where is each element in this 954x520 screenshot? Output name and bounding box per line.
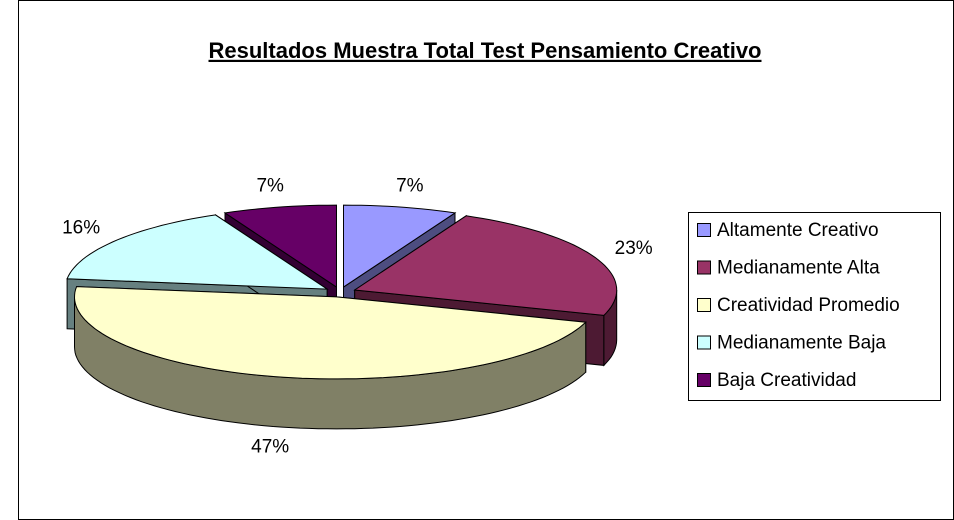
legend-label: Baja Creatividad [717,370,856,391]
data-label: 16% [62,218,100,239]
data-label: 47% [251,436,289,457]
legend-label: Creatividad Promedio [717,295,900,316]
legend-label: Altamente Creativo [717,220,879,241]
legend-label: Medianamente Alta [717,258,880,279]
slice-top [66,214,329,290]
chart-title: Resultados Muestra Total Test Pensamient… [209,38,762,63]
legend-swatch [697,223,711,237]
slice-top [353,215,618,316]
slice-top [343,204,457,289]
legend-box [688,212,941,401]
legend-swatch [697,298,711,312]
data-label: 23% [615,238,653,259]
slice-top [73,286,587,380]
slice-top [223,204,337,289]
pie-slice [73,286,587,430]
legend-label: Medianamente Baja [717,333,886,354]
legend-swatch [697,260,711,275]
data-label: 7% [396,176,424,197]
data-label: 7% [256,176,284,197]
legend-swatch [697,373,711,387]
legend-swatch [697,335,711,350]
